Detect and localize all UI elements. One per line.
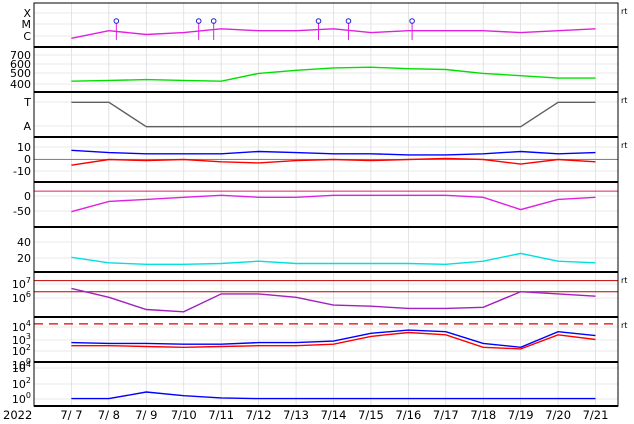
- y-tick-label: 10: [17, 141, 31, 154]
- panel-frame: [33, 2, 619, 48]
- panel-right-marker: rt: [621, 96, 627, 105]
- x-tick-label: 7/18: [470, 408, 496, 422]
- series-line: [71, 287, 596, 313]
- y-tick-label: 100: [12, 391, 31, 406]
- x-tick-label: 7/21: [583, 408, 609, 422]
- x-tick-label: 7/ 7: [60, 408, 82, 422]
- y-tick-label: 106: [12, 290, 31, 305]
- panel-right-marker: rt: [621, 141, 627, 150]
- y-tick-label: A: [23, 120, 31, 133]
- panel-frame: [33, 271, 619, 318]
- x-tick-label: 7/19: [508, 408, 534, 422]
- flare-marker: [113, 18, 120, 24]
- series-line: [71, 331, 596, 350]
- x-tick-label: 7/17: [433, 408, 459, 422]
- y-tick-label: 0: [24, 153, 31, 166]
- y-tick-label: 103: [12, 332, 31, 347]
- y-tick-label: 400: [10, 78, 31, 91]
- y-tick-label: 102: [12, 343, 31, 358]
- y-tick-label: 40: [17, 236, 31, 249]
- x-tick-label: 7/10: [171, 408, 197, 422]
- y-tick-label: 100: [12, 357, 31, 372]
- y-tick-label: 107: [12, 276, 31, 291]
- panel-right-marker: rt: [621, 276, 627, 285]
- x-tick-label: 7/14: [321, 408, 347, 422]
- series-line: [71, 252, 596, 266]
- series-line: [71, 391, 596, 400]
- y-tick-label: C: [23, 30, 31, 43]
- flare-marker: [345, 18, 352, 24]
- y-tick-label: M: [22, 18, 32, 31]
- series-line: [71, 28, 596, 39]
- flare-marker: [210, 18, 217, 24]
- flare-marker: [195, 18, 202, 24]
- flare-marker: [315, 18, 322, 24]
- y-tick-label: X: [23, 7, 31, 20]
- series-line: [71, 194, 596, 213]
- year-label: 2022: [3, 408, 32, 422]
- x-tick-label: 7/16: [395, 408, 421, 422]
- flare-marker: [409, 18, 415, 24]
- series-line: [71, 149, 596, 156]
- y-tick-label: -10: [13, 165, 31, 178]
- series-line: [71, 101, 596, 128]
- y-tick-label: 20: [17, 252, 31, 265]
- y-tick-label: 0: [24, 190, 31, 203]
- y-tick-label: 102: [12, 376, 31, 391]
- y-tick-label: 104: [12, 319, 31, 334]
- series-line: [71, 157, 596, 166]
- series-line: [71, 329, 596, 349]
- y-tick-label: 700: [10, 49, 31, 62]
- panel-frame: [33, 181, 619, 228]
- panel-right-marker: rt: [621, 7, 627, 16]
- panel-frame: [33, 91, 619, 138]
- y-tick-label: 500: [10, 67, 31, 80]
- x-tick-label: 7/20: [545, 408, 571, 422]
- y-tick-label: -50: [13, 205, 31, 218]
- grid-layer: [34, 3, 618, 406]
- x-tick-label: 7/ 9: [135, 408, 157, 422]
- x-tick-label: 7/11: [208, 408, 234, 422]
- x-tick-label: 7/ 8: [98, 408, 120, 422]
- panel-frame: [33, 226, 619, 273]
- x-tick-label: 7/12: [246, 408, 272, 422]
- series-line: [71, 66, 596, 82]
- y-tick-label: 600: [10, 58, 31, 71]
- y-tick-label: T: [23, 96, 31, 109]
- frame-layer: [33, 2, 619, 407]
- y-tick-label: 104: [12, 360, 31, 375]
- data-layer: [71, 18, 596, 400]
- panel-right-marker: rt: [621, 321, 627, 330]
- panel-frame: [33, 46, 619, 93]
- x-tick-label: 7/15: [358, 408, 384, 422]
- x-tick-label: 7/13: [283, 408, 309, 422]
